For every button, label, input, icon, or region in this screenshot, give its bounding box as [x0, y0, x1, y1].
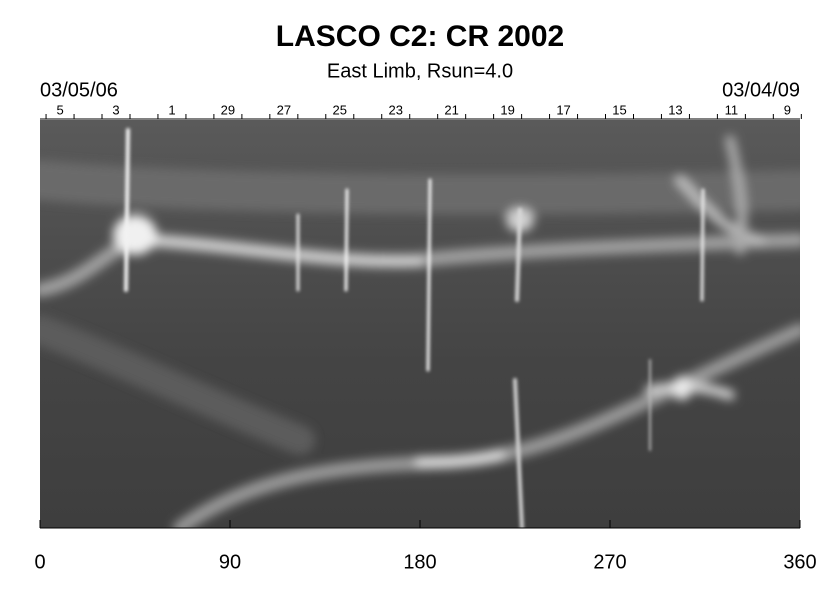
top-tick-label: 1 [168, 102, 175, 117]
x-tick-label: 90 [219, 551, 241, 573]
top-tick-label: 3 [112, 102, 119, 117]
top-tick-label: 21 [444, 102, 458, 117]
top-tick-label: 17 [556, 102, 570, 117]
top-tick-label: 9 [784, 102, 791, 117]
x-tick-label: 180 [403, 551, 436, 573]
band [675, 175, 765, 245]
streak [124, 128, 130, 292]
top-tick-label: 11 [725, 102, 739, 117]
streak [515, 208, 522, 302]
end-date: 03/04/09 [722, 79, 800, 101]
chart-subtitle: East Limb, Rsun=4.0 [327, 60, 513, 82]
top-tick-label: 23 [388, 102, 402, 117]
streak [344, 188, 349, 292]
x-tick-label: 360 [783, 551, 816, 573]
bright-spot [113, 215, 157, 255]
x-tick-label: 0 [34, 551, 45, 573]
streaks [124, 128, 705, 528]
streak [513, 378, 524, 528]
top-tick-label: 29 [221, 102, 235, 117]
band [40, 160, 800, 215]
streak [700, 188, 705, 302]
chart-title: LASCO C2: CR 2002 [276, 20, 564, 53]
band [725, 135, 747, 255]
top-tick-label: 19 [500, 102, 514, 117]
bright-spot [672, 376, 692, 400]
top-tick-label: 13 [668, 102, 682, 117]
band [40, 315, 315, 455]
top-tick-label: 25 [333, 102, 347, 117]
top-tick-label: 27 [277, 102, 291, 117]
streak [426, 178, 432, 372]
top-tick-label: 15 [612, 102, 626, 117]
x-tick-label: 270 [593, 551, 626, 573]
features [40, 135, 800, 528]
top-tick-label: 5 [56, 102, 63, 117]
start-date: 03/05/06 [40, 79, 118, 101]
map-image [40, 120, 800, 528]
band [415, 450, 505, 467]
